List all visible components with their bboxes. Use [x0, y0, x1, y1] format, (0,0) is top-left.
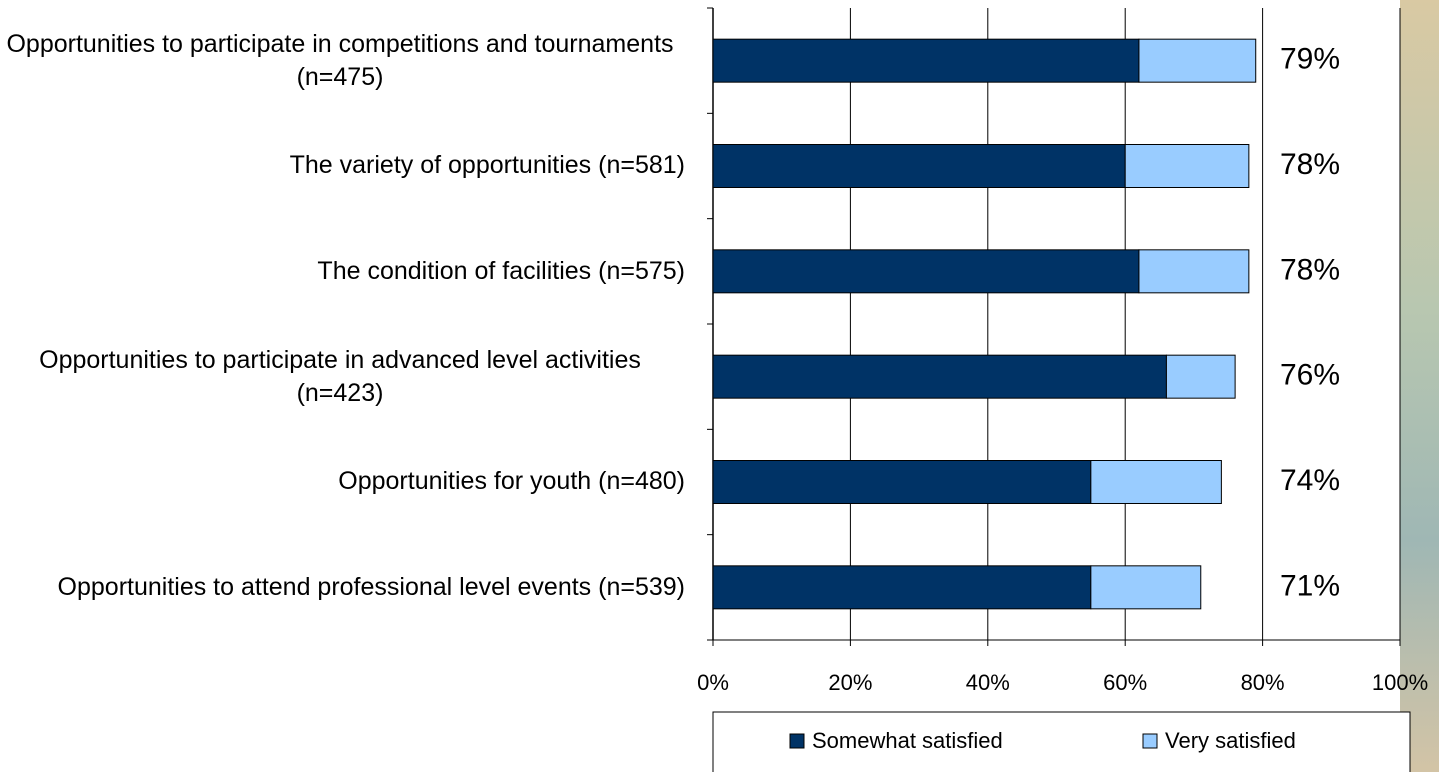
total-label: 71% [1280, 569, 1340, 602]
total-label: 78% [1280, 253, 1340, 286]
category-label-box: Opportunities for youth (n=480) [0, 429, 685, 534]
bar-segment [1124, 144, 1250, 188]
bar-segment [712, 565, 1092, 610]
legend-label: Very satisfied [1165, 728, 1296, 753]
total-label: 74% [1280, 464, 1340, 497]
plot-area [713, 8, 1400, 640]
bar-segment [712, 144, 1126, 188]
bar-segment [1090, 460, 1222, 504]
category-label-box: Opportunities to participate in advanced… [0, 324, 685, 429]
x-tick-label: 0% [697, 670, 729, 695]
legend-label: Somewhat satisfied [812, 728, 1003, 753]
bar-segment [1138, 249, 1250, 294]
category-label: Opportunities to participate in competit… [6, 29, 674, 91]
category-label: The condition of facilities (n=575) [317, 256, 685, 285]
category-label: Opportunities to attend professional lev… [57, 572, 685, 601]
bar-segment [712, 460, 1092, 504]
category-label-box: Opportunities to attend professional lev… [0, 535, 685, 640]
x-tick-label: 80% [1241, 670, 1285, 695]
bar-segment [1138, 38, 1257, 83]
legend-box [712, 711, 1411, 772]
x-tick-label: 40% [966, 670, 1010, 695]
category-label: Opportunities for youth (n=480) [338, 467, 685, 496]
category-label-box: The condition of facilities (n=575) [0, 219, 685, 324]
bar-segment [1165, 354, 1236, 399]
x-tick-label: 60% [1103, 670, 1147, 695]
category-label: Opportunities to participate in advanced… [39, 345, 641, 407]
category-label-box: The variety of opportunities (n=581) [0, 113, 685, 218]
bar-segment [712, 354, 1167, 399]
total-label: 79% [1280, 43, 1340, 76]
legend-swatch [1142, 733, 1158, 749]
background-image [1400, 0, 1439, 772]
total-label: 78% [1280, 148, 1340, 181]
total-label: 76% [1280, 359, 1340, 392]
category-label-box: Opportunities to participate in competit… [0, 8, 685, 113]
bar-segment [712, 38, 1140, 83]
x-tick-label: 20% [828, 670, 872, 695]
bar-segment [712, 249, 1140, 294]
x-tick-label: 100% [1372, 670, 1428, 695]
category-label: The variety of opportunities (n=581) [289, 151, 685, 180]
bar-segment [1090, 565, 1202, 610]
legend-swatch [789, 733, 805, 749]
